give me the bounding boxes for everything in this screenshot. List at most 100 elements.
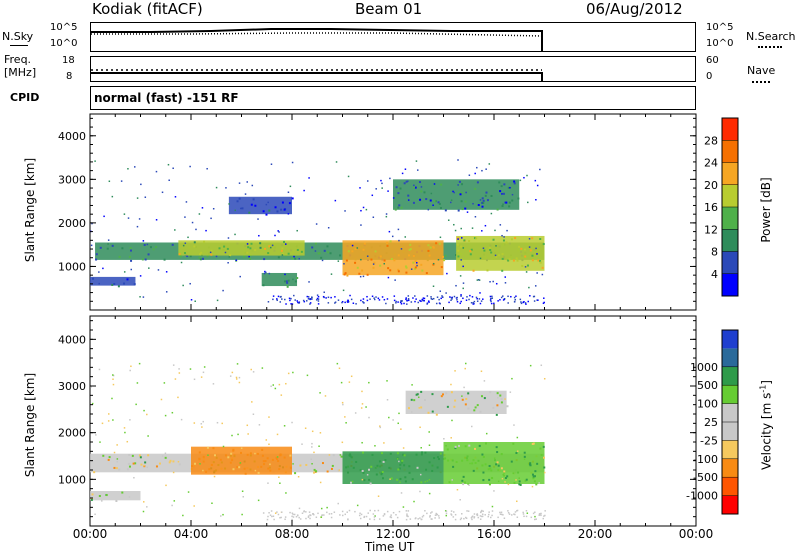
power-noise-point: [238, 182, 241, 184]
power-noise-point: [327, 227, 330, 229]
velocity-speckle: [238, 466, 241, 469]
velocity-speckle: [227, 456, 230, 459]
velocity-colorbar-tick-label: -1000: [686, 490, 718, 503]
velocity-ground-scatter: [491, 510, 494, 512]
power-ground-scatter: [316, 297, 319, 300]
velocity-noise-point: [451, 479, 453, 481]
velocity-noise-point: [241, 513, 243, 516]
velocity-speckle: [531, 442, 534, 445]
velocity-noise-point: [238, 381, 241, 384]
velocity-ground-scatter: [477, 516, 480, 519]
velocity-ylabel: Slant Range [km]: [23, 372, 37, 478]
power-speckle: [498, 181, 501, 184]
power-ground-scatter: [386, 298, 389, 300]
velocity-speckle: [90, 498, 93, 501]
velocity-noise-point: [420, 447, 422, 449]
velocity-ground-scatter: [359, 512, 361, 515]
nave-tick-bottom: 0: [706, 71, 713, 82]
power-ground-scatter: [524, 302, 527, 304]
power-speckle: [281, 201, 284, 204]
velocity-noise-point: [454, 370, 456, 372]
power-noise-point: [225, 187, 227, 189]
velocity-noise-point: [526, 512, 529, 514]
velocity-noise-point: [241, 490, 244, 493]
power-noise-point: [501, 193, 503, 195]
power-ground-scatter: [276, 299, 278, 302]
velocity-speckle: [403, 454, 406, 457]
velocity-speckle: [416, 466, 419, 469]
power-speckle: [428, 254, 431, 257]
velocity-noise-point: [213, 475, 216, 478]
power-noise-point: [123, 213, 126, 215]
power-ground-scatter: [503, 298, 506, 300]
velocity-ground-scatter: [296, 514, 299, 516]
velocity-ground-scatter: [473, 516, 476, 518]
power-noise-point: [138, 218, 141, 220]
power-speckle: [320, 256, 323, 259]
power-ground-scatter: [293, 294, 295, 297]
velocity-ground-scatter: [426, 512, 428, 515]
power-ground-scatter: [525, 303, 527, 305]
velocity-noise-point: [222, 445, 225, 448]
velocity-noise-point: [311, 430, 314, 433]
velocity-ground-scatter: [308, 511, 311, 513]
velocity-speckle: [532, 442, 535, 445]
velocity-speckle: [525, 478, 528, 481]
power-noise-point: [215, 186, 218, 189]
power-speckle: [363, 242, 366, 245]
velocity-speckle: [488, 483, 491, 486]
cpid-text: normal (fast) -151 RF: [94, 91, 239, 105]
velocity-ground-scatter: [382, 515, 385, 517]
power-speckle: [464, 207, 467, 210]
power-speckle: [141, 258, 144, 261]
velocity-speckle: [257, 471, 260, 474]
velocity-noise-point: [112, 374, 115, 377]
power-noise-point: [416, 262, 418, 264]
velocity-speckle: [445, 392, 448, 395]
power-ground-scatter: [341, 300, 344, 303]
velocity-speckle: [368, 478, 371, 481]
power-speckle: [262, 284, 265, 287]
velocity-colorbar-tick-label: -100: [693, 453, 718, 466]
velocity-ground-scatter: [315, 516, 318, 519]
power-noise-point: [343, 263, 345, 265]
power-noise-point: [535, 247, 537, 250]
velocity-ground-scatter: [372, 513, 375, 515]
velocity-noise-point: [534, 515, 536, 518]
velocity-ground-scatter: [429, 512, 432, 514]
power-noise-point: [133, 166, 136, 168]
velocity-ground-scatter: [273, 518, 275, 521]
power-speckle: [200, 251, 203, 254]
power-ground-scatter: [421, 298, 424, 301]
power-speckle: [383, 259, 386, 262]
velocity-colorbar-segment: [722, 348, 738, 367]
velocity-ground-scatter: [298, 516, 300, 519]
velocity-speckle: [172, 460, 175, 463]
velocity-noise-point: [361, 403, 364, 405]
power-noise-point: [189, 165, 191, 168]
power-speckle: [386, 244, 389, 247]
power-ground-scatter: [460, 300, 462, 303]
power-ground-scatter: [284, 298, 286, 301]
velocity-noise-point: [211, 502, 213, 504]
power-speckle: [386, 241, 389, 244]
velocity-noise-point: [463, 386, 465, 389]
power-speckle: [524, 248, 527, 251]
power-noise-point: [501, 234, 503, 237]
velocity-speckle: [529, 462, 532, 465]
velocity-ground-scatter: [500, 513, 503, 516]
velocity-colorbar-segment: [722, 366, 738, 386]
velocity-noise-point: [143, 464, 145, 467]
velocity-speckle: [243, 467, 246, 470]
velocity-speckle: [411, 478, 414, 481]
power-noise-point: [206, 167, 208, 170]
power-speckle: [344, 272, 347, 275]
velocity-ground-scatter: [466, 510, 468, 512]
power-speckle: [541, 266, 544, 269]
power-noise-point: [371, 194, 374, 197]
velocity-speckle: [108, 456, 111, 459]
velocity-speckle: [113, 466, 116, 469]
power-noise-point: [136, 225, 139, 228]
power-noise-point: [534, 285, 537, 287]
power-speckle: [537, 259, 540, 262]
